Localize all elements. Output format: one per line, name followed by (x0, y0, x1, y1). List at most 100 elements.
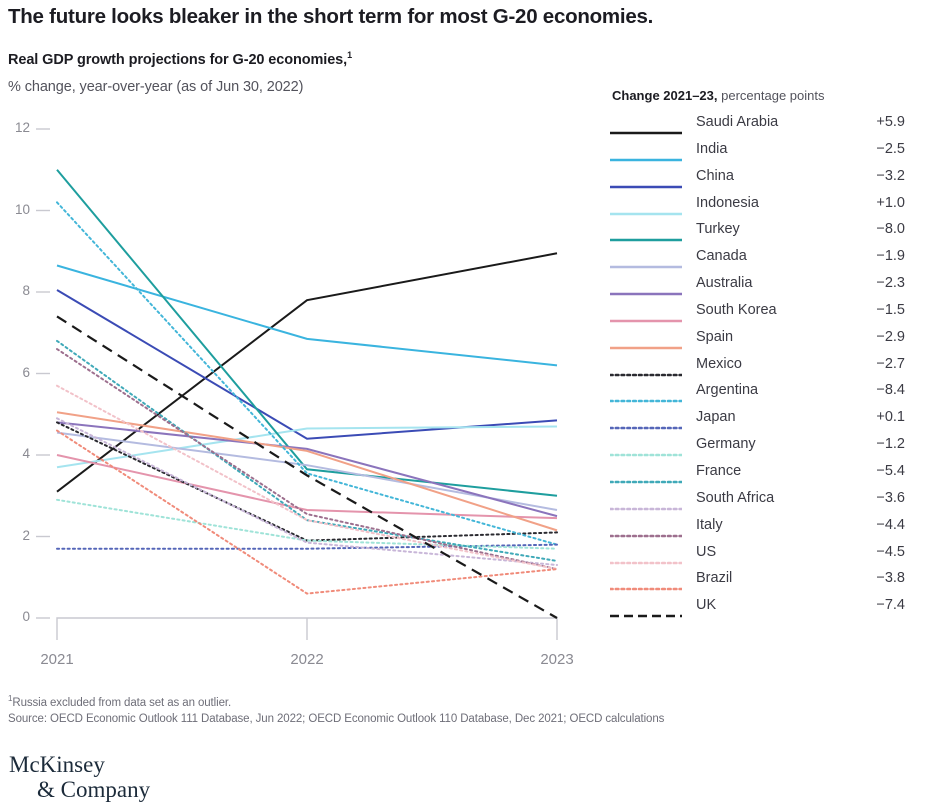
legend-label-germany: Germany (696, 436, 756, 453)
series-line-south-korea (56, 454, 558, 520)
legend-swatch-brazil (608, 578, 684, 591)
legend-row-uk[interactable]: UK −7.4 (610, 595, 930, 622)
series-line-argentina (56, 201, 558, 546)
legend-swatch-india (610, 149, 682, 162)
legend-row-spain[interactable]: Spain −2.9 (610, 327, 930, 354)
series-line-spain (56, 411, 558, 532)
legend-value-brazil: −3.8 (876, 570, 905, 587)
logo-line-2: & Company (37, 777, 151, 802)
legend-label-australia: Australia (696, 275, 753, 292)
legend-swatch-south-africa (608, 498, 684, 511)
series-line-uk (56, 315, 558, 619)
series-line-china (56, 289, 558, 440)
legend-row-mexico[interactable]: Mexico −2.7 (608, 354, 930, 381)
legend-value-spain: −2.9 (876, 328, 905, 345)
legend-row-us[interactable]: US −4.5 (608, 542, 930, 569)
legend-label-indonesia: Indonesia (696, 194, 759, 211)
series-line-us (56, 384, 558, 571)
subtitle-footnote-marker: 1 (347, 50, 352, 61)
legend-swatch-japan (608, 417, 684, 430)
chart-subtitle-text: Real GDP growth projections for G-20 eco… (8, 52, 348, 68)
legend-swatch-turkey (610, 229, 682, 242)
legend-value-saudi-arabia: +5.9 (876, 114, 905, 130)
line-chart-svg (36, 128, 558, 640)
legend-header: Change 2021–23, percentage points (612, 88, 824, 103)
legend-row-france[interactable]: France −5.4 (608, 461, 930, 488)
footnote-1-text: Russia excluded from data set as an outl… (12, 697, 232, 709)
legend-row-argentina[interactable]: Argentina −8.4 (608, 380, 930, 407)
legend-label-saudi-arabia: Saudi Arabia (696, 114, 779, 130)
legend-label-brazil: Brazil (696, 570, 733, 587)
legend-label-canada: Canada (696, 248, 747, 265)
legend-label-south-africa: South Africa (696, 489, 775, 506)
legend-value-south-africa: −3.6 (876, 489, 905, 506)
legend-swatch-us (608, 552, 684, 564)
legend-row-south-africa[interactable]: South Africa −3.6 (608, 488, 930, 515)
legend-label-japan: Japan (696, 409, 736, 426)
legend-label-argentina: Argentina (696, 382, 759, 399)
legend-label-spain: Spain (696, 328, 734, 345)
legend-row-japan[interactable]: Japan +0.1 (608, 407, 930, 434)
legend-swatch-germany (608, 444, 684, 457)
y-axis-tick-label: 12 (14, 120, 30, 135)
legend-row-canada[interactable]: Canada −1.9 (610, 246, 930, 273)
y-axis-tick-label: 8 (22, 283, 30, 298)
legend-label-china: China (696, 167, 734, 184)
legend-swatch-spain (610, 337, 682, 349)
legend-swatch-mexico (608, 364, 684, 376)
legend-row-china[interactable]: China −3.2 (610, 166, 930, 193)
y-axis-tick-label: 10 (14, 201, 30, 217)
logo-line-1: McKinsey (9, 752, 105, 777)
chart-subtitle: Real GDP growth projections for G-20 eco… (8, 50, 352, 68)
legend-row-brazil[interactable]: Brazil −3.8 (608, 568, 930, 595)
footnote-1: 1Russia excluded from data set as an out… (8, 695, 232, 709)
legend-swatch-australia (610, 283, 682, 296)
legend-swatch-italy (608, 525, 684, 537)
page-title: The future looks bleaker in the short te… (8, 5, 654, 28)
legend-label-turkey: Turkey (696, 221, 740, 238)
legend-value-italy: −4.4 (876, 516, 905, 533)
y-axis-tick-label: 6 (22, 364, 30, 380)
legend-row-saudi-arabia[interactable]: Saudi Arabia +5.9 (610, 112, 930, 139)
legend-row-india[interactable]: India −2.5 (610, 139, 930, 166)
legend-swatch-canada (610, 256, 682, 269)
legend-row-south-korea[interactable]: South Korea −1.5 (610, 300, 930, 327)
y-axis-tick-label: 2 (22, 527, 30, 543)
legend-swatch-china (610, 176, 682, 188)
legend-value-germany: −1.2 (876, 436, 905, 453)
legend-label-india: India (696, 140, 728, 157)
series-line-japan (56, 543, 558, 550)
legend-value-south-korea: −1.5 (876, 301, 905, 318)
legend-value-japan: +0.1 (876, 409, 905, 426)
series-line-indonesia (56, 425, 558, 469)
mckinsey-logo: McKinsey & Company (9, 752, 150, 802)
legend-swatch-saudi-arabia (610, 122, 682, 135)
legend-row-italy[interactable]: Italy −4.4 (608, 515, 930, 542)
legend-row-australia[interactable]: Australia −2.3 (610, 273, 930, 300)
legend-label-uk: UK (696, 597, 717, 614)
legend-row-indonesia[interactable]: Indonesia +1.0 (610, 193, 930, 220)
legend-value-canada: −1.9 (876, 248, 905, 265)
legend-value-uk: −7.4 (876, 597, 905, 614)
series-line-germany (56, 498, 558, 550)
legend-value-australia: −2.3 (876, 275, 905, 292)
series-line-india (56, 264, 558, 367)
legend-swatch-uk (610, 605, 682, 618)
footnote-source: Source: OECD Economic Outlook 111 Databa… (8, 713, 665, 725)
legend-value-indonesia: +1.0 (876, 194, 905, 211)
series-line-south-africa (56, 417, 558, 567)
chart-units-label: % change, year-over-year (as of Jun 30, … (8, 79, 304, 95)
legend-row-germany[interactable]: Germany −1.2 (608, 434, 930, 461)
legend-swatch-south-korea (610, 310, 682, 323)
legend-label-mexico: Mexico (696, 355, 742, 372)
chart-legend: Saudi Arabia +5.9 India −2.5 China −3.2 Indone… (608, 112, 930, 622)
chart-plot-area: 0 2 4 6 8 10 12 2021 2022 2023 (0, 108, 600, 668)
series-line-turkey (56, 169, 558, 497)
legend-value-india: −2.5 (876, 140, 905, 157)
legend-row-turkey[interactable]: Turkey −8.0 (610, 219, 930, 246)
series-line-italy (56, 348, 558, 571)
legend-label-italy: Italy (696, 516, 723, 533)
legend-header-rest: percentage points (717, 88, 825, 103)
x-axis-tick-label: 2022 (290, 651, 324, 668)
